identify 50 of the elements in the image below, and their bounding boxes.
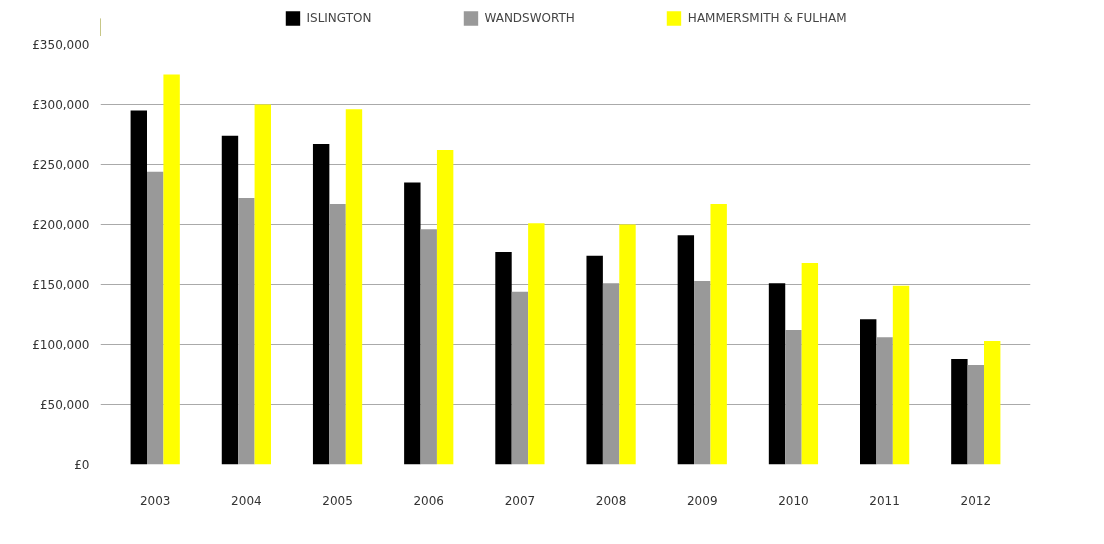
bar — [329, 204, 346, 465]
bar — [710, 204, 727, 465]
y-tick-label: £200,000 — [32, 217, 90, 232]
bar — [967, 364, 984, 465]
y-tick-label: £350,000 — [32, 37, 90, 52]
bar — [511, 291, 529, 465]
bar — [951, 358, 968, 465]
bar — [768, 283, 786, 465]
bar — [254, 104, 271, 465]
x-tick-label: 2011 — [869, 493, 900, 508]
y-tick-label: £150,000 — [32, 277, 90, 292]
x-tick-label: 2004 — [231, 493, 262, 508]
legend-label: ISLINGTON — [306, 11, 372, 25]
bar — [147, 171, 164, 465]
y-tick-label: £50,000 — [39, 397, 90, 412]
x-tick-label: 2005 — [322, 493, 353, 508]
bar — [694, 280, 711, 465]
bar — [785, 330, 802, 465]
bar — [892, 285, 910, 465]
x-tick-label: 2007 — [504, 493, 536, 508]
bar — [436, 150, 454, 465]
x-tick-label: 2009 — [687, 493, 718, 508]
bar — [130, 110, 147, 465]
bar — [345, 109, 363, 465]
legend-label: WANDSWORTH — [484, 11, 575, 25]
x-tick-label: 2012 — [960, 493, 992, 508]
y-tick-label: £100,000 — [32, 337, 90, 352]
bar — [312, 144, 330, 465]
x-tick-label: 2008 — [595, 493, 627, 508]
x-tick-label: 2006 — [413, 493, 445, 508]
bar — [677, 235, 695, 465]
legend-label: HAMMERSMITH & FULHAM — [687, 11, 847, 25]
bar — [495, 252, 512, 465]
bar — [619, 224, 636, 465]
bar — [404, 182, 421, 465]
bar — [984, 340, 1001, 465]
bar — [221, 135, 239, 465]
bar — [586, 255, 603, 465]
x-tick-label: 2010 — [778, 493, 809, 508]
y-tick-label: £300,000 — [32, 97, 90, 112]
bar — [876, 337, 893, 465]
bar — [801, 262, 819, 465]
bar — [528, 223, 545, 465]
y-tick-label: £0 — [74, 457, 90, 472]
y-tick-label: £250,000 — [32, 157, 90, 172]
bar — [163, 74, 180, 465]
bar — [602, 283, 620, 465]
bar — [420, 229, 437, 465]
x-tick-label: 2003 — [139, 493, 171, 508]
bar — [238, 198, 255, 465]
